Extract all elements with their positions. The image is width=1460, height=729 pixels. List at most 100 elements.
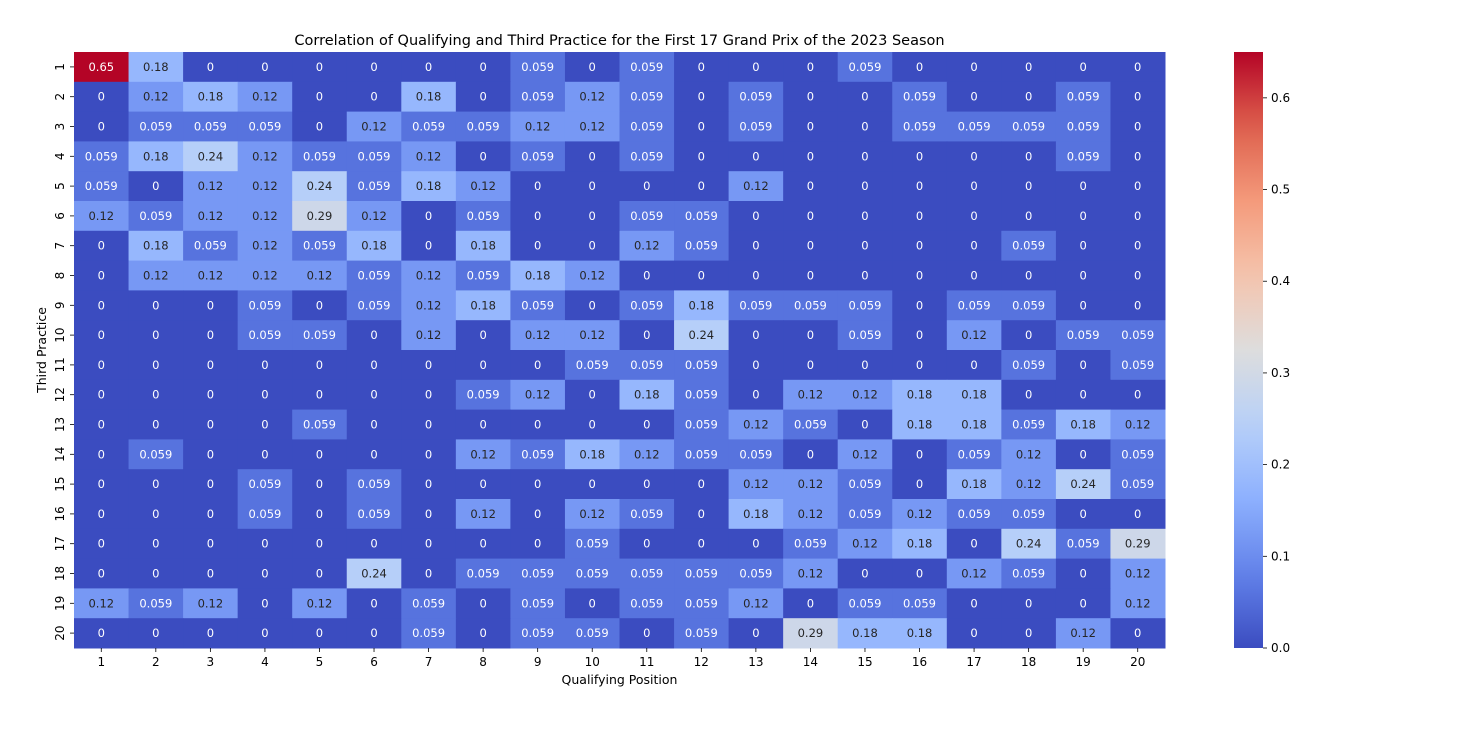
heatmap-cell — [74, 171, 130, 202]
heatmap-cell — [783, 201, 839, 232]
heatmap-cell — [1055, 350, 1111, 381]
cell-value-label: 0.24 — [361, 567, 387, 581]
heatmap-cell — [455, 171, 511, 202]
cell-value-label: 0.29 — [1125, 537, 1151, 551]
heatmap-cell — [455, 528, 511, 560]
heatmap-cell — [892, 350, 948, 381]
heatmap-cell — [292, 499, 348, 530]
cell-value-label: 0.12 — [470, 507, 496, 521]
heatmap-cell — [619, 409, 675, 440]
cell-value-label: 0 — [152, 477, 159, 491]
cell-value-label: 0 — [98, 447, 105, 461]
heatmap-cell — [1110, 81, 1166, 113]
cell-value-label: 0 — [1134, 507, 1141, 521]
heatmap-cell — [837, 320, 893, 351]
cell-value-label: 0.12 — [1016, 477, 1042, 491]
heatmap-cell — [728, 409, 784, 440]
heatmap-cell — [292, 141, 348, 172]
cell-value-label: 0.18 — [361, 239, 387, 253]
heatmap-cell — [401, 379, 457, 411]
heatmap-cell — [728, 379, 784, 411]
cell-value-label: 0.18 — [470, 239, 496, 253]
heatmap-cell — [1110, 409, 1166, 440]
heatmap-cell — [292, 171, 348, 202]
heatmap-cell — [564, 350, 620, 381]
heatmap-cell — [619, 528, 675, 560]
heatmap-cell — [1055, 499, 1111, 530]
heatmap-cell — [74, 439, 130, 470]
cell-value-label: 0 — [370, 626, 377, 640]
heatmap-cell — [1110, 290, 1166, 321]
y-tick-label: 10 — [53, 327, 67, 342]
heatmap-cell — [564, 320, 620, 351]
heatmap-cell — [237, 111, 293, 142]
cell-value-label: 0 — [643, 477, 650, 491]
cell-value-label: 0 — [98, 537, 105, 551]
cell-value-label: 0.059 — [630, 149, 663, 163]
cell-value-label: 0 — [807, 209, 814, 223]
cell-value-label: 0 — [207, 328, 214, 342]
heatmap-cell — [946, 201, 1002, 232]
heatmap-cell — [237, 588, 293, 619]
x-tick-label: 18 — [1021, 655, 1036, 669]
cell-value-label: 0.059 — [958, 120, 991, 134]
cell-value-label: 0.12 — [743, 418, 769, 432]
cell-value-label: 0.059 — [630, 507, 663, 521]
heatmap-cell — [292, 260, 348, 291]
cell-value-label: 0 — [589, 477, 596, 491]
cell-value-label: 0.18 — [634, 388, 660, 402]
cell-value-label: 0.059 — [1012, 120, 1045, 134]
cell-value-label: 0 — [316, 90, 323, 104]
cell-value-label: 0.18 — [961, 418, 987, 432]
cell-value-label: 0 — [534, 358, 541, 372]
cell-value-label: 0.059 — [630, 120, 663, 134]
heatmap-cell — [128, 290, 184, 321]
cell-value-label: 0.12 — [743, 596, 769, 610]
cell-value-label: 0.12 — [307, 269, 333, 283]
cell-value-label: 0.12 — [961, 328, 987, 342]
heatmap-cell — [346, 52, 402, 83]
cell-value-label: 0 — [1134, 388, 1141, 402]
heatmap-cell — [346, 588, 402, 619]
heatmap-cell — [837, 528, 893, 560]
heatmap-cell — [74, 111, 130, 142]
heatmap-cell — [128, 201, 184, 232]
heatmap-cell — [237, 171, 293, 202]
cell-value-label: 0 — [98, 328, 105, 342]
cell-value-label: 0.059 — [521, 626, 554, 640]
heatmap-cell — [1055, 558, 1111, 589]
heatmap-cell — [455, 81, 511, 113]
cell-value-label: 0 — [316, 60, 323, 74]
cell-value-label: 0.059 — [248, 120, 281, 134]
cell-value-label: 0 — [1134, 60, 1141, 74]
heatmap-cell — [455, 201, 511, 232]
cell-value-label: 0.059 — [1012, 418, 1045, 432]
cell-value-label: 0.12 — [252, 239, 278, 253]
heatmap-cell — [564, 111, 620, 142]
cell-value-label: 0.059 — [358, 149, 391, 163]
cell-value-label: 0 — [534, 537, 541, 551]
heatmap-cell — [619, 141, 675, 172]
cell-value-label: 0.059 — [1067, 328, 1100, 342]
heatmap-cell — [292, 528, 348, 560]
cell-value-label: 0.059 — [358, 477, 391, 491]
y-tick-label: 11 — [53, 357, 67, 372]
heatmap-cell — [401, 350, 457, 381]
heatmap-cell — [237, 81, 293, 113]
heatmap-cell — [74, 260, 130, 291]
heatmap-cell — [892, 230, 948, 262]
heatmap-cell — [674, 201, 730, 232]
cell-value-label: 0.059 — [849, 298, 882, 312]
cell-value-label: 0 — [207, 626, 214, 640]
y-tick-label: 5 — [53, 182, 67, 190]
heatmap-cell — [346, 171, 402, 202]
y-tick-label: 15 — [53, 476, 67, 491]
heatmap-cell — [183, 588, 239, 619]
heatmap-cell — [1001, 409, 1057, 440]
cell-value-label: 0 — [152, 507, 159, 521]
heatmap-cell — [1055, 141, 1111, 172]
cell-value-label: 0.12 — [252, 90, 278, 104]
heatmap-cell — [946, 320, 1002, 351]
heatmap-cell — [237, 558, 293, 589]
heatmap-cell — [1001, 230, 1057, 262]
